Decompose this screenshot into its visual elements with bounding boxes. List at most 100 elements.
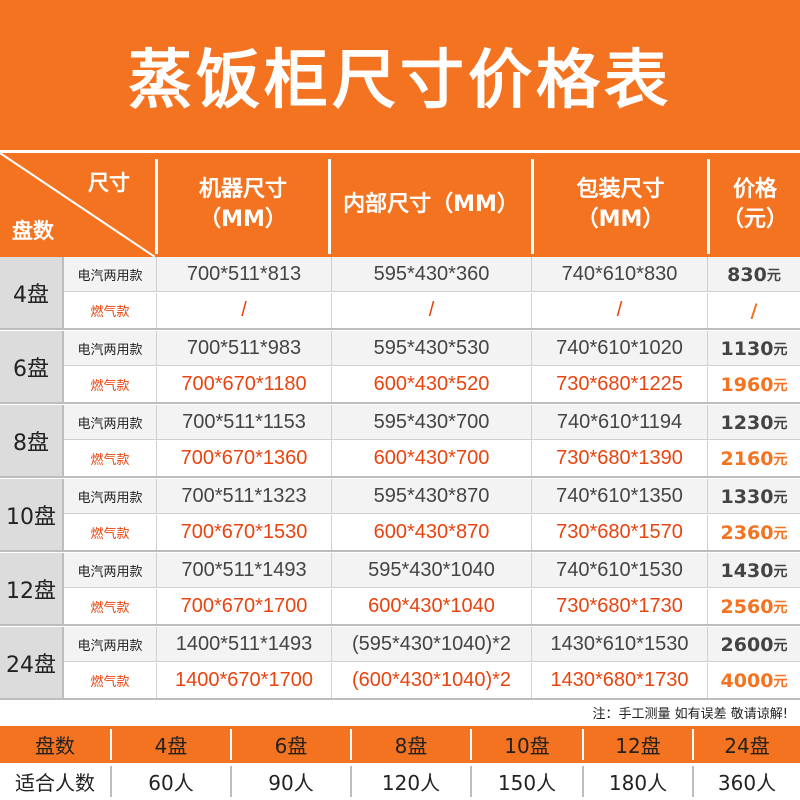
- price-cell: 1130 元: [708, 331, 800, 366]
- tray-count: 12盘: [0, 553, 64, 624]
- capacity-divider: [692, 729, 694, 760]
- inner-size-cell: 595*430*700: [332, 405, 532, 440]
- model-type-label: 燃气款: [64, 589, 157, 624]
- tray-count: 6盘: [0, 331, 64, 402]
- capacity-tray-cell: 24盘: [724, 734, 770, 758]
- price-unit: 元: [773, 599, 788, 616]
- price-value: 1130: [720, 337, 774, 360]
- model-type-label: 电汽两用款: [64, 331, 157, 366]
- header-corner: 尺寸 盘数: [0, 153, 155, 257]
- price-value: 2560: [720, 595, 774, 618]
- tray-group: 12盘 电汽两用款 700*511*1493 595*430*1040 740*610*…: [0, 553, 800, 626]
- inner-size-cell: (600*430*1040)*2: [332, 663, 532, 698]
- model-type-label: 燃气款: [64, 367, 157, 402]
- capacity-people-header: 适合人数: [15, 771, 95, 795]
- price-value: 2360: [720, 521, 774, 544]
- tray-group: 6盘 电汽两用款 700*511*983 595*430*530 740*610*102…: [0, 331, 800, 404]
- pack-size-cell: 1430*680*1730: [532, 663, 708, 698]
- price-unit: 元: [766, 267, 781, 284]
- header-divider: [328, 159, 331, 254]
- price-unit: 元: [773, 451, 788, 468]
- model-type-label: 电汽两用款: [64, 405, 157, 440]
- price-cell: 830 元: [708, 257, 800, 292]
- inner-size-cell: 595*430*530: [332, 331, 532, 366]
- pack-size-cell: 740*610*1530: [532, 553, 708, 588]
- machine-size-cell: 700*511*813: [157, 257, 332, 292]
- tray-count: 10盘: [0, 479, 64, 550]
- tray-group: 4盘 电汽两用款 700*511*813 595*430*360 740*610*830…: [0, 257, 800, 330]
- pack-size-cell: 730*680*1225: [532, 367, 708, 402]
- machine-size-cell: 700*511*1153: [157, 405, 332, 440]
- price-cell: 2160 元: [708, 441, 800, 476]
- capacity-people-cell: 180人: [608, 771, 668, 795]
- price-cell: /: [708, 293, 800, 328]
- tray-group: 8盘 电汽两用款 700*511*1153 595*430*700 740*610*11…: [0, 405, 800, 478]
- inner-size-cell: /: [332, 293, 532, 328]
- page-title: 蒸饭柜尺寸价格表: [0, 0, 800, 150]
- capacity-divider: [110, 729, 112, 760]
- electric-steam-row: 电汽两用款 1400*511*1493 (595*430*1040)*2 1430*6…: [64, 627, 800, 662]
- price-unit: 元: [773, 341, 788, 358]
- price-unit: 元: [773, 637, 788, 654]
- capacity-tray-cell: 10盘: [504, 734, 550, 758]
- inner-size-cell: 600*430*520: [332, 367, 532, 402]
- model-type-label: 电汽两用款: [64, 553, 157, 588]
- inner-size-cell: 600*430*1040: [332, 589, 532, 624]
- pack-size-cell: 730*680*1730: [532, 589, 708, 624]
- price-cell: 1430 元: [708, 553, 800, 588]
- machine-size-cell: 700*670*1180: [157, 367, 332, 402]
- price-unit: 元: [773, 415, 788, 432]
- inner-size-cell: (595*430*1040)*2: [332, 627, 532, 662]
- electric-steam-row: 电汽两用款 700*511*813 595*430*360 740*610*830 83…: [64, 257, 800, 292]
- price-value: /: [750, 299, 758, 322]
- price-unit: 元: [773, 489, 788, 506]
- machine-size-cell: 700*670*1700: [157, 589, 332, 624]
- pack-size-cell: 740*610*1020: [532, 331, 708, 366]
- electric-steam-row: 电汽两用款 700*511*1323 595*430*870 740*610*1350…: [64, 479, 800, 514]
- capacity-people-cell: 360人: [717, 771, 777, 795]
- price-value: 2160: [720, 447, 774, 470]
- price-cell: 1230 元: [708, 405, 800, 440]
- table-header: 尺寸 盘数 机器尺寸 （MM） 内部尺寸（MM） 包装尺寸 （MM） 价格 （元…: [0, 150, 800, 257]
- header-pack-label: 包装尺寸: [576, 177, 665, 202]
- header-machine-label: 机器尺寸: [198, 177, 287, 202]
- header-divider: [707, 159, 710, 254]
- capacity-people-cell: 120人: [381, 771, 441, 795]
- capacity-people-row: 适合人数 60人 90人 120人 150人 180人 360人: [0, 763, 800, 800]
- price-cell: 2600 元: [708, 627, 800, 662]
- capacity-divider: [470, 766, 472, 797]
- model-type-label: 电汽两用款: [64, 257, 157, 292]
- pack-size-cell: 740*610*830: [532, 257, 708, 292]
- pack-size-cell: 740*610*1194: [532, 405, 708, 440]
- price-value: 1430: [720, 559, 774, 582]
- capacity-people-cell: 150人: [497, 771, 557, 795]
- electric-steam-row: 电汽两用款 700*511*1493 595*430*1040 740*610*153…: [64, 553, 800, 588]
- capacity-table: 盘数 4盘 6盘 8盘 10盘 12盘 24盘 适合人数 60人 90人 120…: [0, 726, 800, 800]
- pack-size-cell: 740*610*1350: [532, 479, 708, 514]
- capacity-tray-row: 盘数 4盘 6盘 8盘 10盘 12盘 24盘: [0, 726, 800, 763]
- header-divider: [155, 159, 158, 254]
- price-cell: 2560 元: [708, 589, 800, 624]
- header-divider: [531, 159, 534, 254]
- corner-tray-label: 盘数: [12, 219, 54, 243]
- tray-count: 24盘: [0, 627, 64, 698]
- pack-size-cell: 730*680*1390: [532, 441, 708, 476]
- price-unit: 元: [773, 673, 788, 690]
- price-value: 830: [727, 263, 767, 286]
- electric-steam-row: 电汽两用款 700*511*983 595*430*530 740*610*1020 1…: [64, 331, 800, 366]
- price-value: 1330: [720, 485, 774, 508]
- tray-count: 8盘: [0, 405, 64, 476]
- machine-size-cell: 700*511*1493: [157, 553, 332, 588]
- capacity-divider: [350, 729, 352, 760]
- capacity-tray-header: 盘数: [35, 734, 75, 758]
- gas-row: 燃气款 700*670*1530 600*430*870 730*680*1570 23…: [64, 515, 800, 550]
- model-type-label: 电汽两用款: [64, 479, 157, 514]
- price-cell: 2360 元: [708, 515, 800, 550]
- corner-diagonal: [0, 153, 155, 257]
- machine-size-cell: 1400*511*1493: [157, 627, 332, 662]
- capacity-tray-cell: 12盘: [615, 734, 661, 758]
- model-type-label: 电汽两用款: [64, 627, 157, 662]
- capacity-people-cell: 60人: [148, 771, 194, 795]
- capacity-people-cell: 90人: [268, 771, 314, 795]
- price-unit: 元: [773, 563, 788, 580]
